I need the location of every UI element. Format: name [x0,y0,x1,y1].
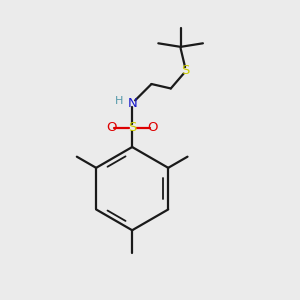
Text: O: O [107,121,117,134]
Text: S: S [181,64,189,77]
Text: N: N [127,97,137,110]
Text: H: H [115,96,123,106]
Text: S: S [128,121,136,134]
Text: O: O [147,121,158,134]
